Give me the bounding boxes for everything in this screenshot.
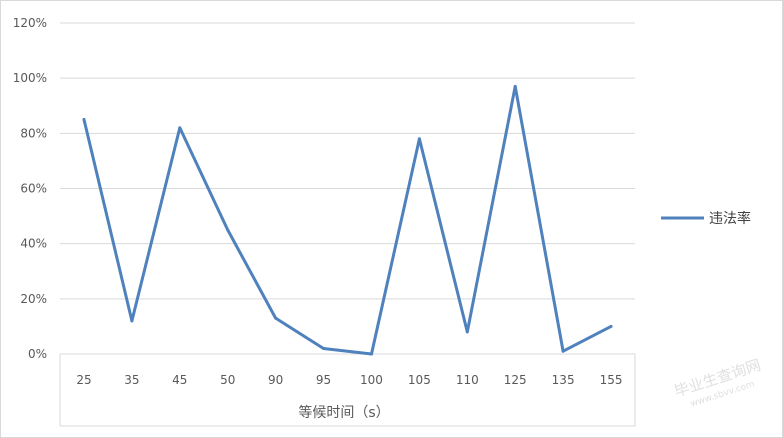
y-axis-ticks: 0% 20% 40% 60% 80% 100% 120% <box>13 16 47 361</box>
gridlines <box>59 22 636 427</box>
x-tick-label: 90 <box>268 373 283 387</box>
y-tick-label: 100% <box>13 71 47 85</box>
y-tick-label: 40% <box>20 237 47 251</box>
data-point <box>322 346 326 350</box>
data-point <box>561 349 565 353</box>
x-tick-label: 125 <box>504 373 527 387</box>
y-tick-label: 60% <box>20 182 47 196</box>
x-tick-label: 155 <box>600 373 623 387</box>
x-tick-label: 100 <box>360 373 383 387</box>
series-line <box>82 84 613 356</box>
x-axis-title: 等候时间（s） <box>298 404 389 421</box>
y-tick-label: 0% <box>28 347 47 361</box>
data-point <box>130 319 134 323</box>
x-tick-label: 50 <box>220 373 235 387</box>
watermark: 毕业生查询网 www.sbvv.com <box>672 356 763 410</box>
x-tick-label: 25 <box>76 373 91 387</box>
legend: 违法率 <box>661 210 751 227</box>
data-point <box>513 84 517 88</box>
series-layer <box>82 84 613 356</box>
y-tick-label: 120% <box>13 16 47 30</box>
data-point <box>82 118 86 122</box>
x-tick-label: 95 <box>316 373 331 387</box>
legend-label: 违法率 <box>709 210 751 227</box>
y-tick-label: 80% <box>20 126 47 140</box>
data-point <box>609 324 613 328</box>
data-point <box>417 137 421 141</box>
x-tick-label: 105 <box>408 373 431 387</box>
data-point <box>226 228 230 232</box>
x-tick-label: 45 <box>172 373 187 387</box>
data-point <box>369 352 373 356</box>
x-tick-label: 110 <box>456 373 479 387</box>
y-tick-label: 20% <box>20 292 47 306</box>
data-point <box>465 330 469 334</box>
x-tick-label: 35 <box>124 373 139 387</box>
data-point <box>178 126 182 130</box>
x-axis-ticks: 25 35 45 50 90 95 100 105 110 125 135 155 <box>76 373 622 387</box>
x-tick-label: 135 <box>552 373 575 387</box>
data-point <box>274 316 278 320</box>
